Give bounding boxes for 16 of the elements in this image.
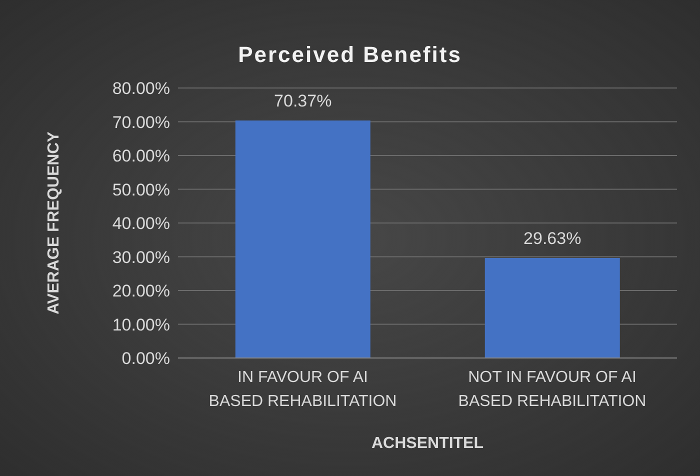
x-tick-label: IN FAVOUR OF AI BASED REHABILITATION [208, 369, 397, 410]
y-tick-label: 20.00% [112, 282, 170, 301]
x-axis-title: ACHSENTITEL [372, 435, 484, 452]
data-label: 70.37% [274, 92, 332, 110]
x-tick-label: NOT IN FAVOUR OF AI BASED REHABILITATION [458, 369, 646, 410]
y-axis-title: AVERAGE FREQUENCY [46, 131, 63, 314]
y-tick-label: 80.00% [112, 79, 170, 98]
data-label: 29.63% [524, 229, 582, 248]
y-tick-label: 0.00% [122, 349, 170, 368]
y-tick-label: 30.00% [112, 248, 170, 267]
chart-title: Perceived Benefits [237, 41, 463, 68]
y-tick-label: 70.00% [112, 112, 170, 132]
y-tick-label: 60.00% [112, 146, 170, 166]
y-tick-label: 40.00% [112, 214, 170, 234]
y-tick-label: 10.00% [112, 315, 170, 334]
y-tick-label: 50.00% [112, 180, 170, 200]
